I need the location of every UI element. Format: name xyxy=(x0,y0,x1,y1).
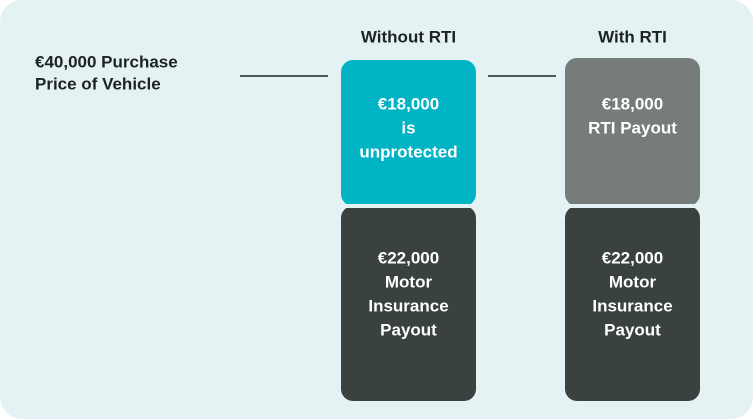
box-line: unprotected xyxy=(359,142,457,161)
insurance-box xyxy=(565,206,700,401)
box-line: Insurance xyxy=(368,296,448,315)
box-line: is xyxy=(401,118,415,137)
box-line: Payout xyxy=(380,320,437,339)
column-header: With RTI xyxy=(598,27,667,46)
box-line: Payout xyxy=(604,320,661,339)
unprotected-box xyxy=(341,60,476,206)
box-line: €18,000 xyxy=(602,94,663,113)
box-line: €18,000 xyxy=(378,94,439,113)
box-line: €22,000 xyxy=(378,248,439,267)
label-line: €40,000 Purchase xyxy=(35,52,178,71)
gap xyxy=(565,204,700,208)
label-line: Price of Vehicle xyxy=(35,74,161,93)
box-line: Motor xyxy=(609,272,657,291)
box-line: RTI Payout xyxy=(588,118,677,137)
gap xyxy=(341,204,476,208)
insurance-box xyxy=(341,206,476,401)
box-line: €22,000 xyxy=(602,248,663,267)
column-header: Without RTI xyxy=(361,27,456,46)
box-line: Motor xyxy=(385,272,433,291)
rti-box xyxy=(565,58,700,206)
box-line: Insurance xyxy=(592,296,672,315)
